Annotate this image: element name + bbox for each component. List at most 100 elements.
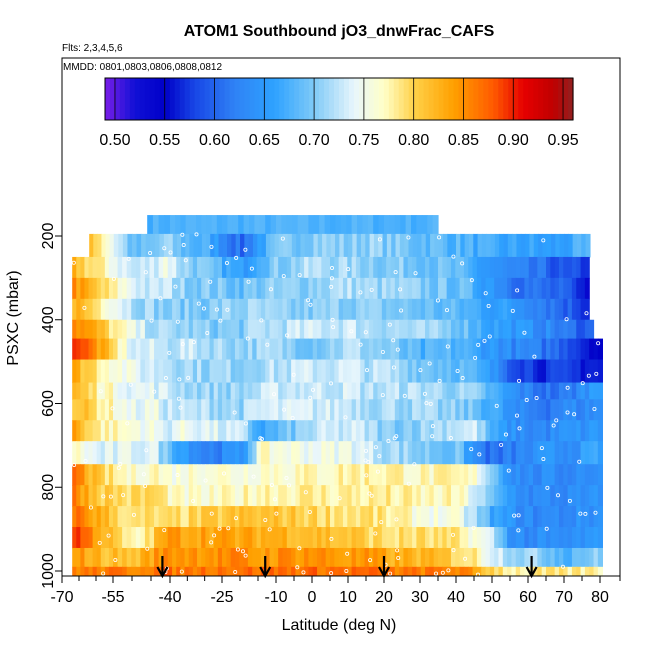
heatmap-cell	[140, 527, 146, 549]
heatmap-cell	[338, 319, 344, 340]
heatmap-cell	[180, 215, 187, 235]
heatmap-cell	[360, 399, 366, 421]
heatmap-cell	[286, 359, 292, 384]
heatmap-cell	[158, 319, 164, 340]
dates-subtitle: MMDD: 0801,0803,0806,0808,0812	[63, 62, 222, 73]
heatmap-cell	[524, 485, 530, 507]
observation-point	[178, 405, 183, 410]
observation-point	[221, 471, 226, 476]
observation-point	[268, 287, 273, 292]
heatmap-cell	[541, 277, 547, 300]
heatmap-cell	[239, 464, 245, 486]
heatmap-cell	[407, 506, 413, 528]
heatmap-cell	[368, 464, 374, 486]
heatmap-cell	[269, 506, 275, 528]
observation-point	[541, 457, 546, 462]
heatmap-cell	[76, 485, 81, 507]
heatmap-cell	[312, 485, 318, 507]
heatmap-cell	[282, 527, 288, 549]
heatmap-cell	[140, 338, 146, 361]
heatmap-cell	[304, 298, 309, 321]
heatmap-cell	[524, 506, 530, 528]
heatmap-cell	[234, 485, 240, 507]
heatmap-cell	[269, 298, 275, 321]
heatmap-cell	[122, 277, 128, 300]
heatmap-cell	[234, 420, 240, 442]
heatmap-cell	[438, 420, 443, 442]
heatmap-cell	[265, 359, 271, 384]
heatmap-cell	[269, 485, 275, 507]
observation-point	[179, 569, 184, 574]
heatmap-cell	[192, 485, 198, 507]
heatmap-cell	[546, 256, 551, 279]
heatmap-cell	[104, 298, 110, 321]
heatmap-cell	[576, 359, 582, 384]
heatmap-cell	[312, 464, 318, 486]
heatmap-cell	[180, 464, 186, 486]
heatmap-cell	[576, 547, 582, 568]
heatmap-cell	[442, 547, 448, 568]
heatmap-cell	[407, 399, 413, 421]
x-tick-label: -25	[210, 589, 233, 606]
heatmap-cell	[282, 506, 288, 528]
y-axis-label: PSXC (mbar)	[5, 270, 22, 365]
observation-point	[175, 319, 180, 324]
heatmap-cell	[172, 441, 177, 465]
heatmap-cell	[433, 382, 439, 400]
heatmap-cell	[201, 215, 207, 235]
heatmap-cell	[252, 382, 258, 400]
observation-point	[516, 528, 521, 533]
colorbar-tick-label: 0.70	[299, 132, 330, 149]
heatmap-cell	[580, 256, 586, 279]
colorbar-segment	[319, 78, 325, 120]
heatmap-cell	[176, 256, 181, 279]
heatmap-cell	[149, 338, 155, 361]
heatmap-cell	[180, 382, 186, 400]
observation-point	[499, 442, 504, 447]
heatmap-cell	[80, 441, 86, 465]
heatmap-cell	[158, 485, 164, 507]
heatmap-cell	[192, 338, 198, 361]
heatmap-cell	[576, 464, 582, 486]
observation-point	[267, 527, 272, 532]
observation-point	[330, 317, 335, 322]
heatmap-cell	[188, 547, 194, 568]
heatmap-cell	[126, 399, 132, 421]
heatmap-cell	[571, 464, 577, 486]
heatmap-cell	[468, 277, 474, 300]
heatmap-cell	[222, 420, 227, 442]
heatmap-cell	[463, 256, 469, 279]
colorbar-segment	[169, 78, 176, 120]
observation-point	[534, 396, 539, 401]
heatmap-cell	[104, 566, 110, 576]
observation-point	[450, 532, 455, 537]
heatmap-cell	[450, 298, 456, 321]
heatmap-cell	[390, 547, 396, 568]
heatmap-cell	[214, 233, 220, 258]
heatmap-cell	[446, 298, 452, 321]
heatmap-cell	[172, 485, 177, 507]
heatmap-cell	[135, 420, 141, 442]
heatmap-cell	[580, 441, 586, 465]
heatmap-cell	[167, 319, 173, 340]
heatmap-cell	[188, 319, 194, 340]
heatmap-cell	[425, 485, 430, 507]
heatmap-cell	[304, 382, 309, 400]
heatmap-cell	[286, 215, 293, 235]
heatmap-cell	[450, 277, 456, 300]
observation-point	[201, 306, 206, 311]
heatmap-cell	[342, 441, 348, 465]
heatmap-cell	[72, 359, 77, 384]
heatmap-cell	[386, 464, 392, 486]
heatmap-cell	[113, 399, 119, 421]
colorbar-segment	[159, 78, 166, 120]
heatmap-cell	[136, 233, 142, 258]
heatmap-cell	[364, 277, 370, 300]
heatmap-cell	[88, 277, 94, 300]
heatmap-cell	[201, 298, 206, 321]
heatmap-cell	[104, 277, 110, 300]
colorbar-segment	[448, 78, 455, 120]
heatmap-cell	[100, 527, 106, 549]
heatmap-cell	[88, 420, 94, 442]
heatmap-cell	[308, 382, 314, 400]
